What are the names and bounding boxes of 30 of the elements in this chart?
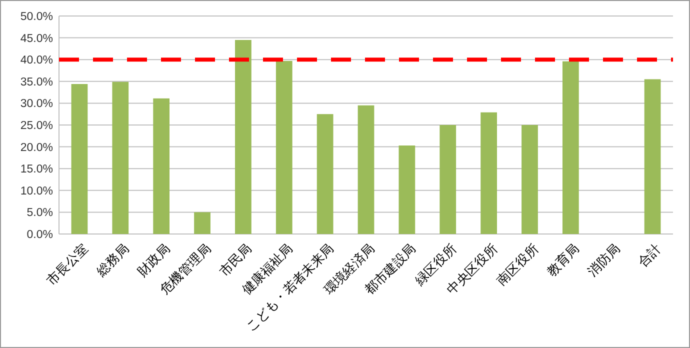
bar [194,212,210,234]
bar [153,98,170,234]
bar [440,125,456,234]
bar [112,82,129,234]
y-tick-label: 20.0% [20,142,53,154]
y-tick-label: 45.0% [20,32,53,45]
bar [235,40,252,234]
y-tick-label: 25.0% [20,120,53,132]
bar [71,84,88,234]
bar [358,105,374,234]
y-tick-label: 10.0% [20,185,53,198]
y-tick-label: 50.0% [20,11,53,24]
bar [644,79,661,234]
y-tick-label: 30.0% [20,98,53,110]
bar [480,112,497,234]
y-tick-label: 15.0% [20,164,53,176]
x-tick-label: 市長公室 [43,240,91,288]
bar [316,114,334,234]
y-tick-label: 0.0% [26,229,53,242]
bar [398,145,416,234]
y-tick-label: 40.0% [20,54,53,67]
x-tick-label: 消防局 [584,240,623,279]
y-tick-label: 5.0% [26,207,53,220]
bar [562,61,579,234]
y-tick-label: 35.0% [20,76,53,88]
x-tick-label: 総務局 [92,240,132,280]
bar [276,60,292,234]
x-tick-label: 教育局 [544,240,582,279]
bar [522,125,538,234]
x-tick-label: 合計 [634,240,664,270]
